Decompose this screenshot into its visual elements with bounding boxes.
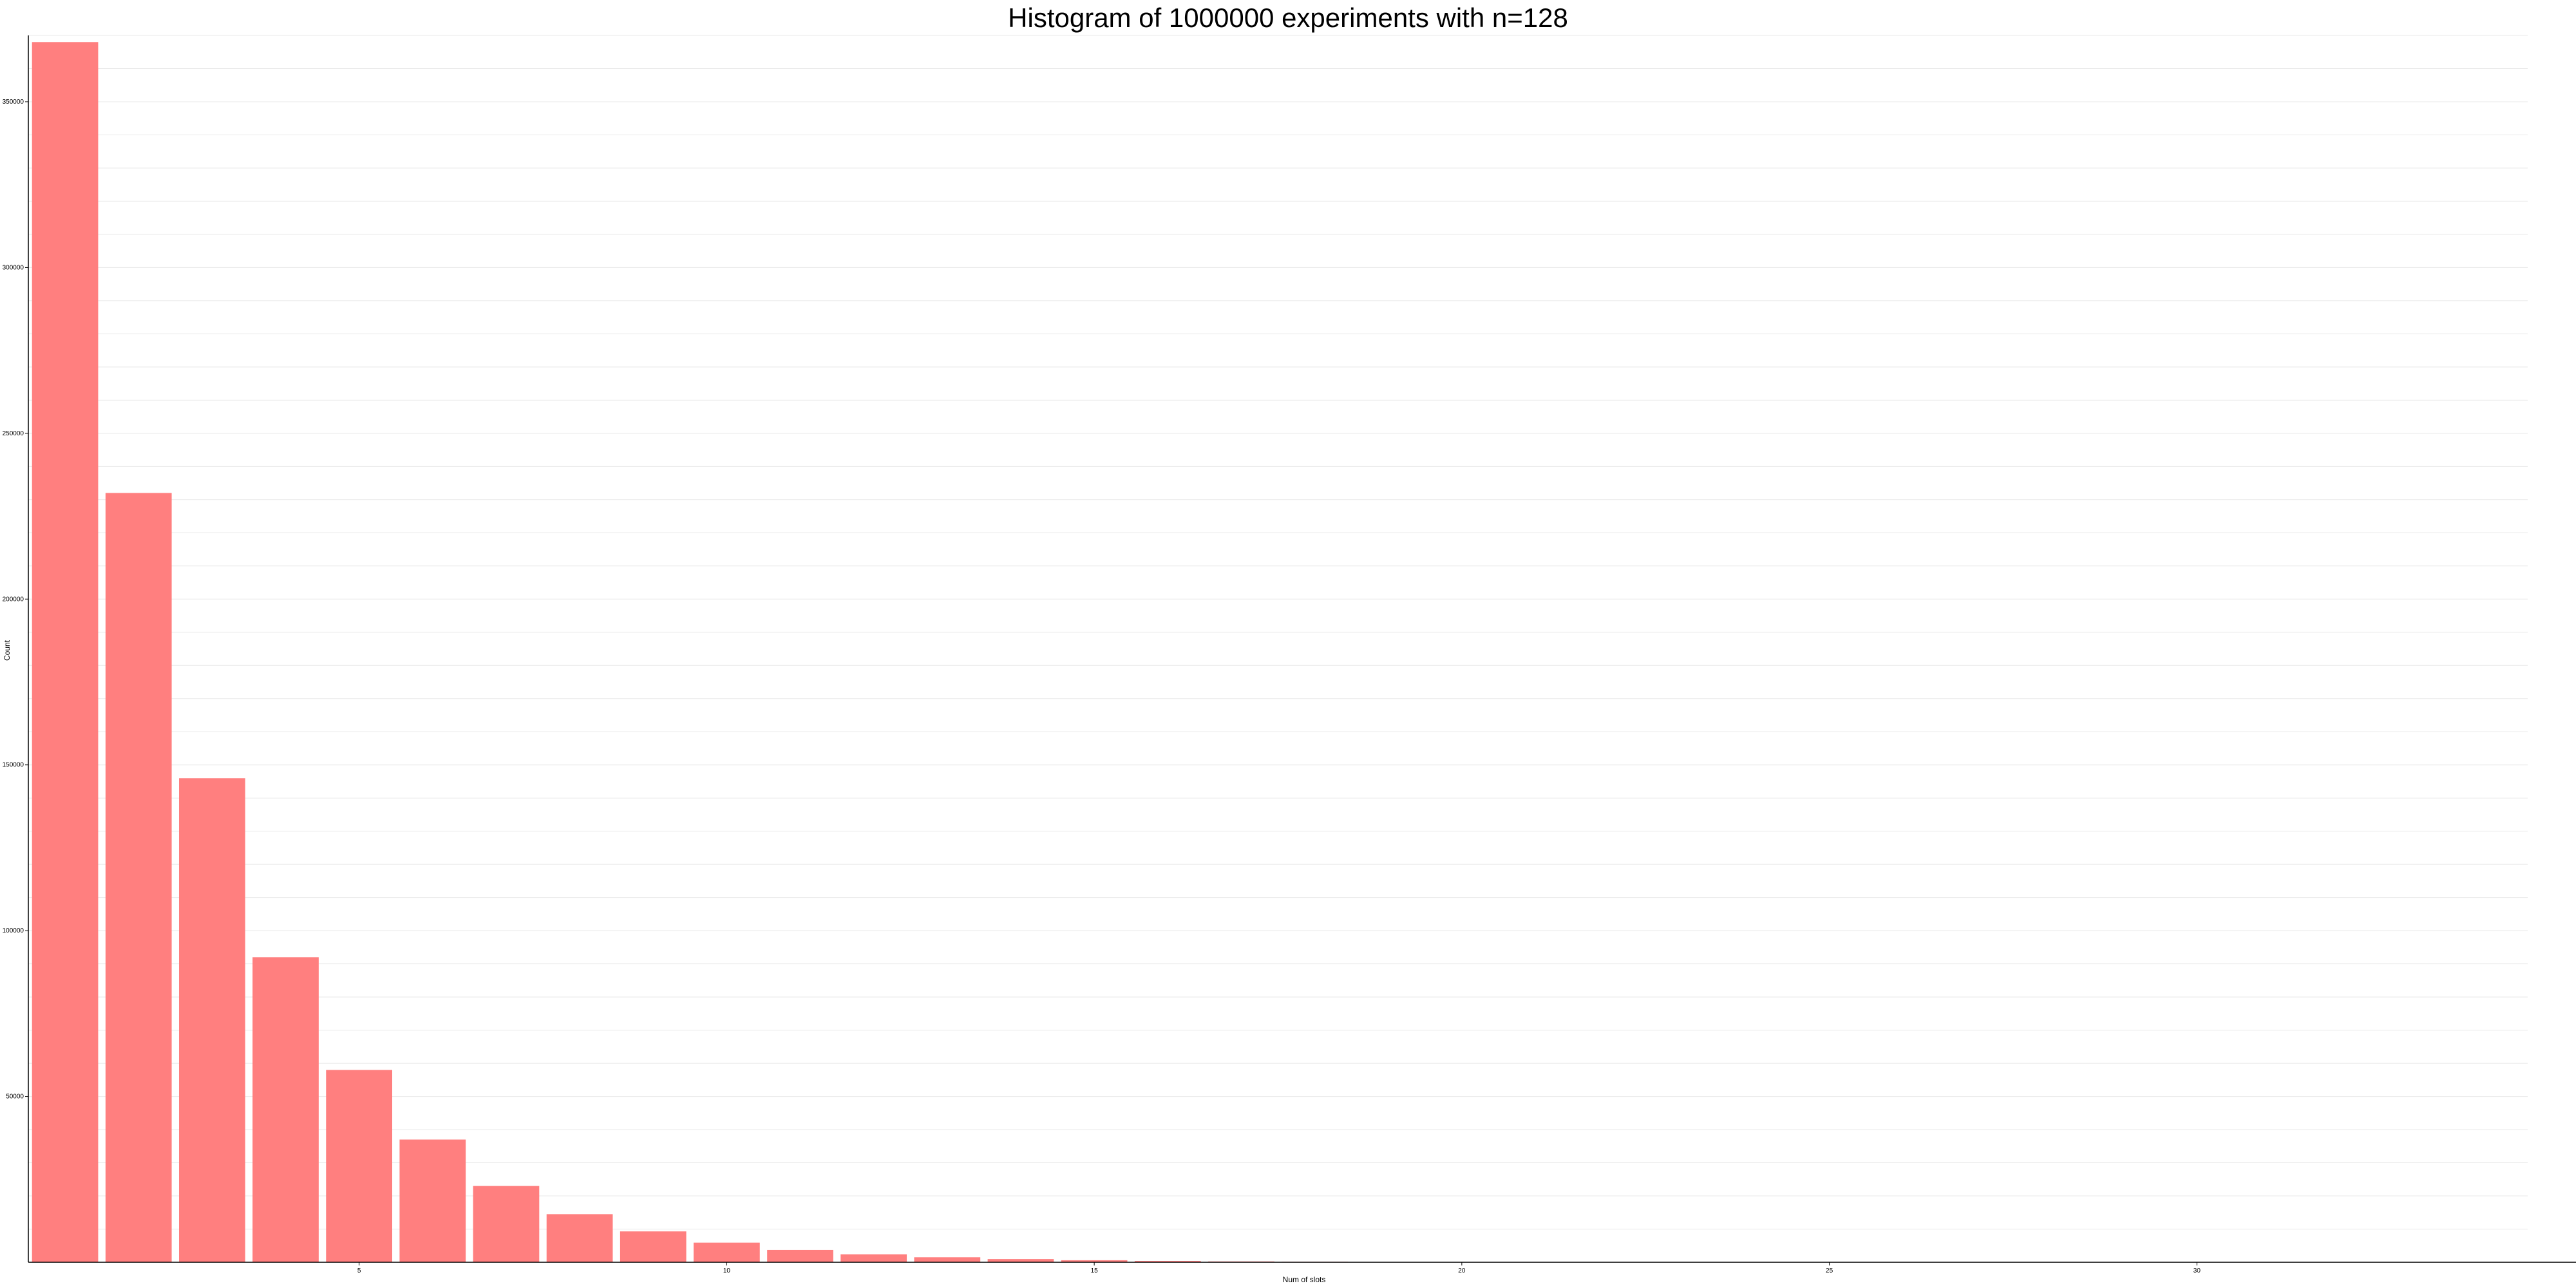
chart-title: Histogram of 1000000 experiments with n=… (1008, 3, 1568, 33)
x-tick-label: 25 (1826, 1267, 1833, 1274)
y-tick-label: 350000 (3, 99, 24, 106)
bar (473, 1186, 540, 1262)
y-tick-label: 50000 (6, 1094, 24, 1101)
bar (179, 778, 245, 1262)
x-tick-label: 20 (1458, 1267, 1466, 1274)
bar (399, 1139, 466, 1262)
bar (914, 1257, 981, 1262)
bar (32, 42, 99, 1263)
y-tick-label: 100000 (3, 927, 24, 934)
y-tick-label: 150000 (3, 762, 24, 769)
bar (840, 1254, 907, 1262)
grid-layer (28, 35, 2528, 1230)
x-tick-label: 15 (1091, 1267, 1099, 1274)
bar (1134, 1261, 1201, 1262)
bar (546, 1214, 613, 1262)
bar (1061, 1260, 1128, 1262)
x-tick-label: 10 (723, 1267, 731, 1274)
y-axis-label: Count (3, 639, 12, 661)
y-tick-label: 300000 (3, 264, 24, 271)
y-tick-label: 200000 (3, 596, 24, 603)
bar (326, 1070, 393, 1262)
x-tick-label: 5 (357, 1267, 361, 1274)
bar-layer (32, 42, 1495, 1263)
x-tick-label: 30 (2193, 1267, 2201, 1274)
bar (767, 1249, 833, 1262)
bar (987, 1259, 1054, 1262)
bar (105, 493, 172, 1263)
x-axis-label: Num of slots (1283, 1275, 1326, 1284)
bar (694, 1242, 760, 1262)
axis-layer: 50000 100000 150000 200000 250000 300000 35000… (3, 35, 2576, 1274)
y-tick-label: 250000 (3, 430, 24, 437)
bar (252, 957, 319, 1262)
bar (620, 1231, 687, 1262)
